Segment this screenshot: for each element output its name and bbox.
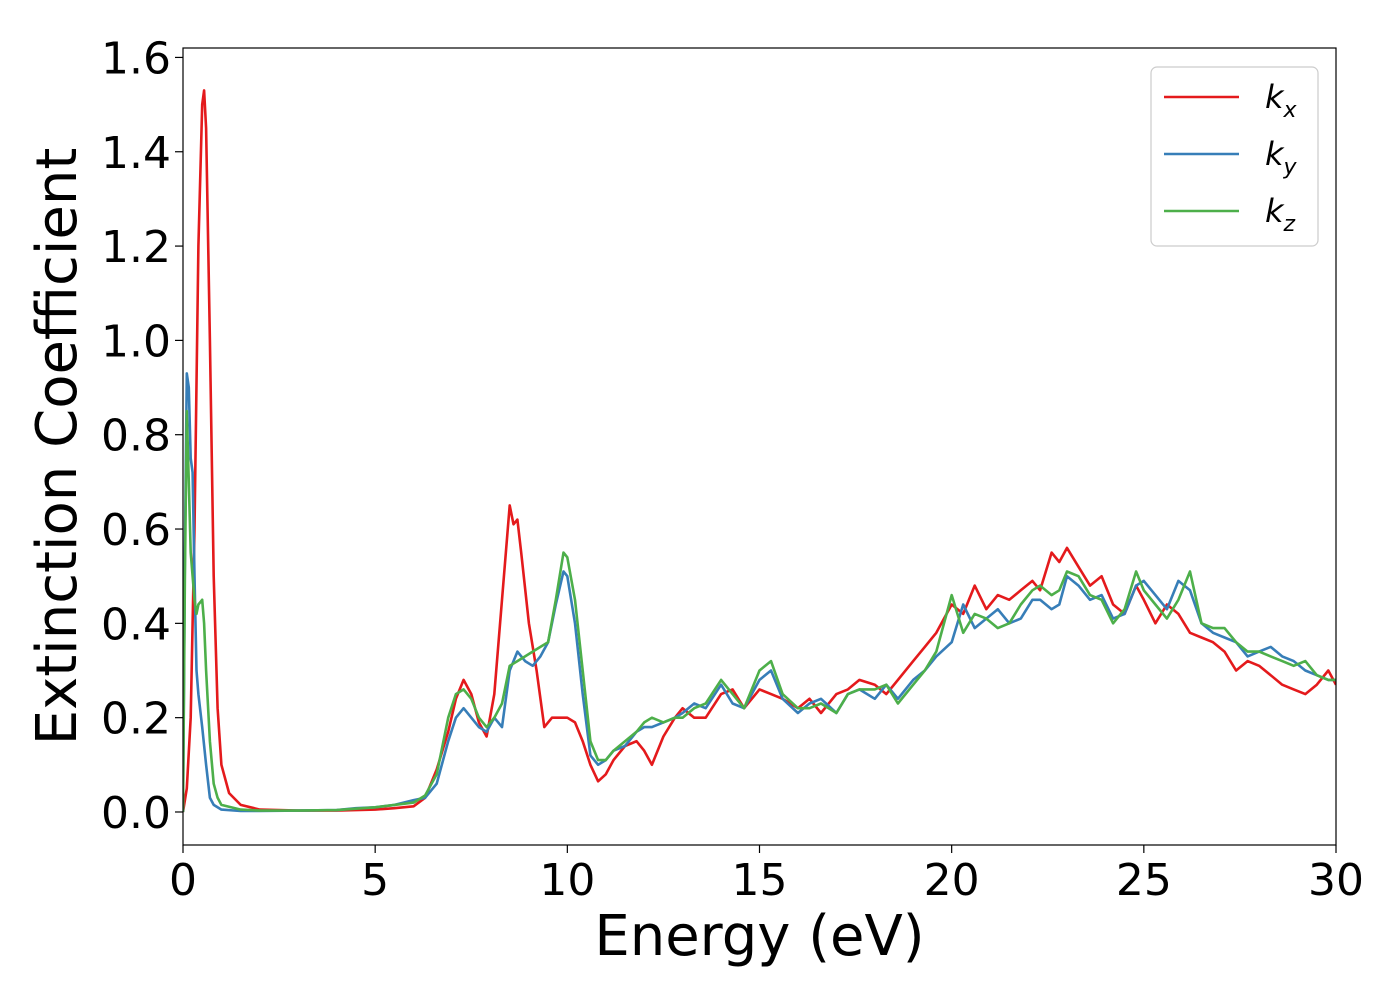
legend-box — [1150, 66, 1319, 247]
y-tick-label: 0.4 — [101, 599, 171, 650]
y-tick-label: 0.2 — [101, 694, 171, 745]
legend-label-z: kz — [1265, 192, 1296, 237]
y-tick-label: 1.2 — [101, 222, 171, 273]
x-tick-label: 10 — [539, 855, 595, 906]
x-tick-label: 30 — [1308, 855, 1364, 906]
x-tick-label: 15 — [732, 855, 788, 906]
legend-label-subscript: z — [1283, 212, 1296, 237]
y-tick-label: 0.6 — [101, 505, 171, 556]
y-tick-label: 0.0 — [101, 788, 171, 839]
series-line-z — [183, 409, 1336, 813]
y-tick-label: 0.8 — [101, 411, 171, 462]
legend-label-base: k — [1265, 192, 1285, 230]
x-axis-title: Energy (eV) — [594, 904, 924, 969]
x-axis-ticks: 0 5 10 15 20 25 30 — [169, 845, 1364, 906]
y-tick-label: 1.6 — [101, 33, 171, 84]
y-axis-title: Extinction Coefficient — [25, 148, 90, 746]
x-tick-label: 25 — [1116, 855, 1172, 906]
x-tick-label: 20 — [924, 855, 980, 906]
legend-label-x: kx — [1265, 78, 1298, 123]
legend-label-subscript: x — [1283, 98, 1298, 123]
y-tick-label: 1.4 — [101, 128, 171, 179]
y-tick-label: 1.0 — [101, 316, 171, 367]
x-tick-label: 0 — [169, 855, 197, 906]
legend-label-base: k — [1265, 78, 1285, 116]
legend-label-y: ky — [1265, 135, 1298, 180]
series-layer — [183, 89, 1336, 813]
legend-label-base: k — [1265, 135, 1285, 173]
y-axis-ticks: 0.0 0.2 0.4 0.6 0.8 1.0 1.2 1.4 1.6 — [101, 33, 183, 839]
legend-label-subscript: y — [1283, 155, 1298, 180]
x-tick-label: 5 — [361, 855, 389, 906]
